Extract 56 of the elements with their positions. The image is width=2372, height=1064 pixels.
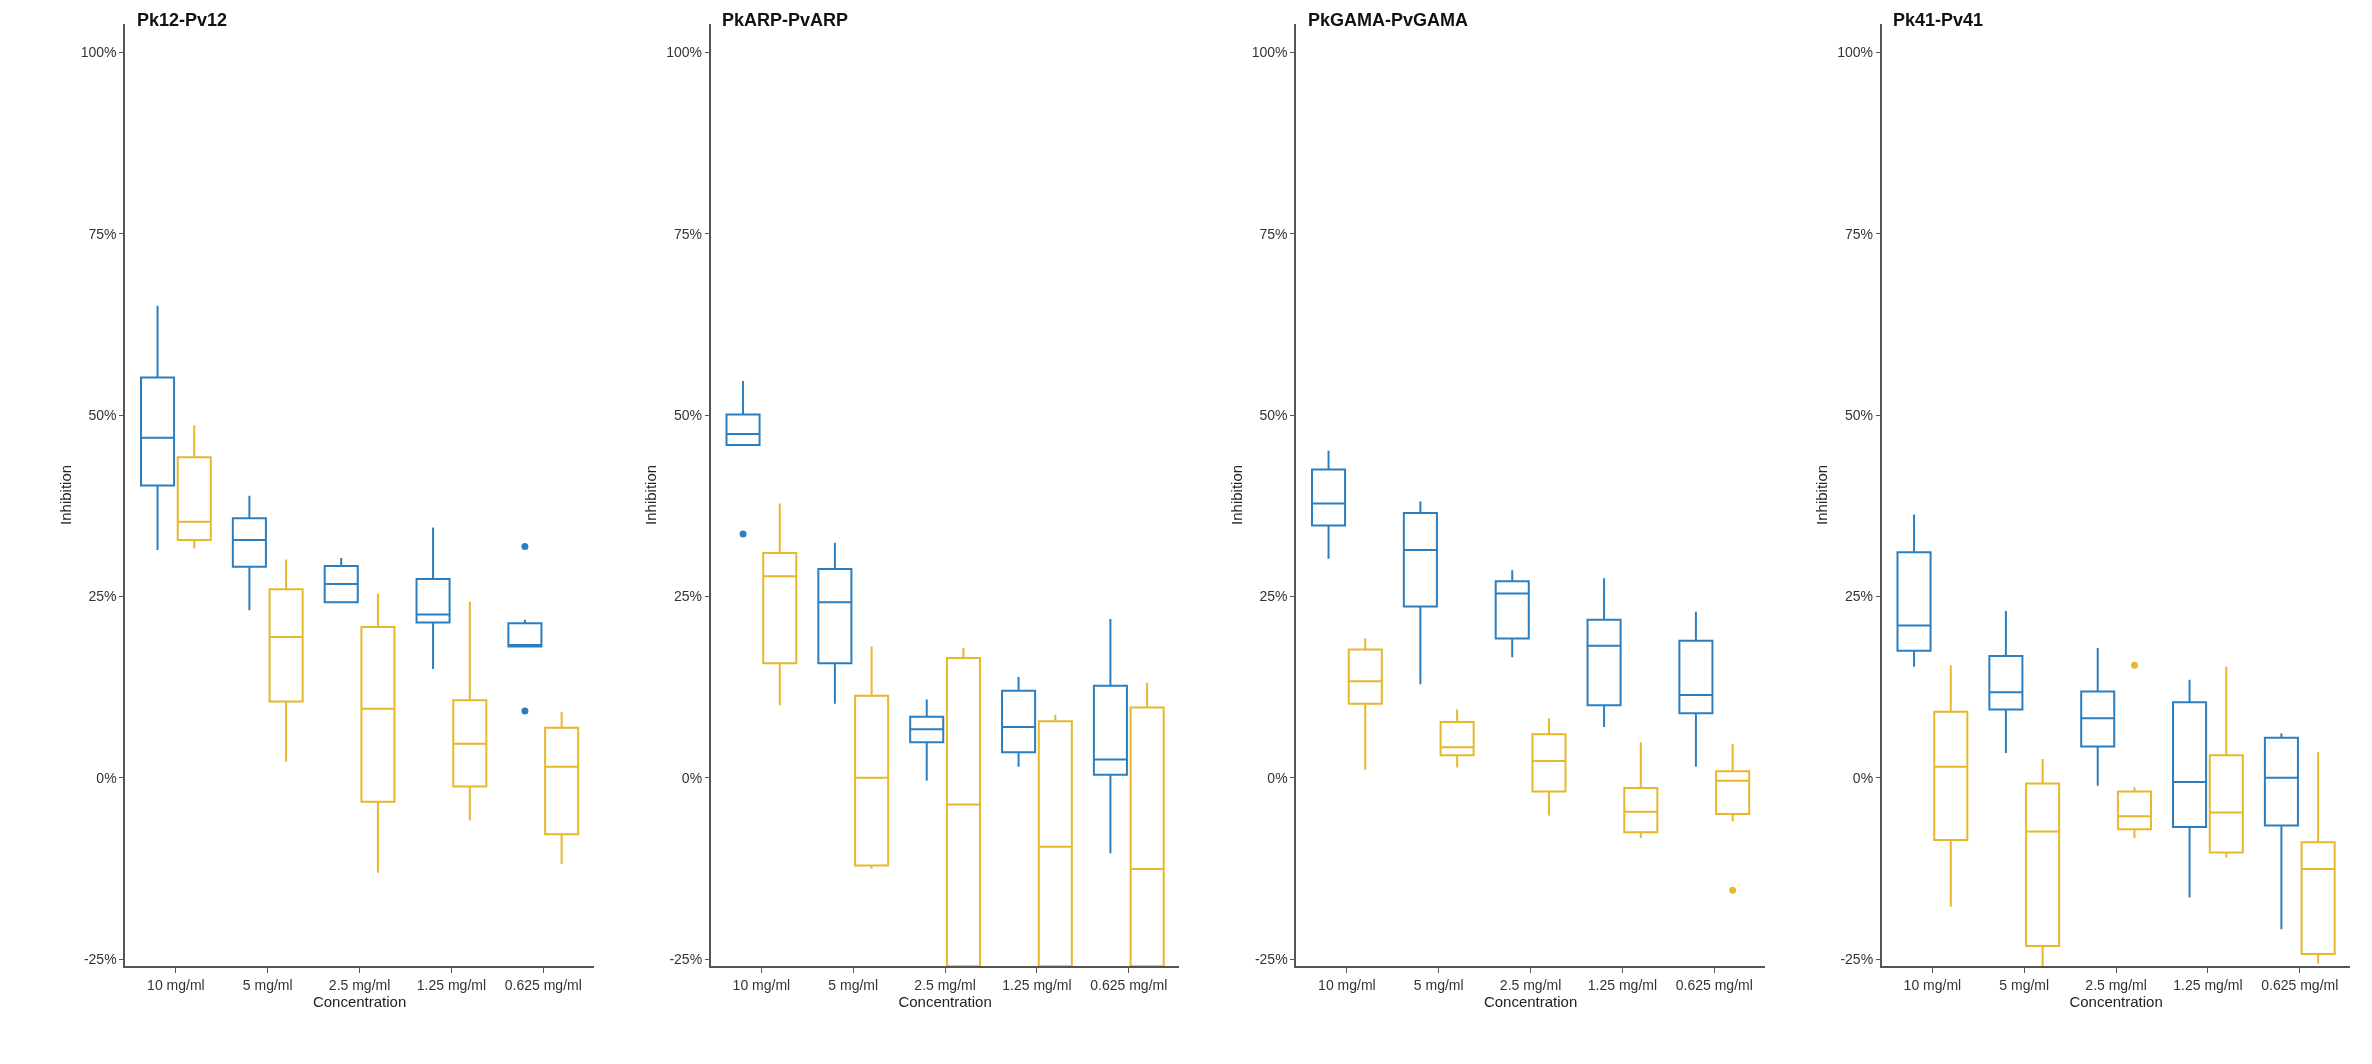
x-tick-label: 0.625 mg/ml: [504, 977, 582, 994]
y-tick-label: 50%: [88, 407, 117, 424]
y-tick-label: 25%: [88, 588, 117, 605]
y-tick-label: 50%: [1259, 407, 1288, 424]
x-tick-label: 5 mg/ml: [1999, 977, 2050, 994]
y-tick-label: 100%: [80, 44, 117, 61]
x-tick-label: 2.5 mg/ml: [1499, 977, 1562, 994]
y-tick-label: 0%: [96, 769, 117, 786]
y-tick-label: 0%: [1852, 769, 1874, 786]
x-axis-title: Concentration: [1483, 993, 1578, 1011]
x-tick-label: 1.25 mg/ml: [1002, 977, 1072, 994]
y-tick-label: 100%: [1837, 44, 1874, 61]
x-tick-label: 5 mg/ml: [1413, 977, 1464, 994]
y-tick-label: 75%: [674, 225, 703, 242]
y-tick-label: -25%: [669, 950, 703, 967]
x-tick-label: 10 mg/ml: [147, 977, 205, 994]
y-tick-label: 75%: [1259, 225, 1288, 242]
y-axis-title: Inhibition: [1227, 464, 1245, 525]
y-tick-label: 0%: [681, 769, 703, 786]
x-tick-label: 2.5 mg/ml: [2085, 977, 2147, 994]
x-tick-label: 0.625 mg/ml: [2261, 977, 2339, 994]
y-tick-label: 25%: [674, 588, 703, 605]
y-tick-label: 25%: [1259, 588, 1288, 605]
x-axis-title: Concentration: [312, 993, 407, 1011]
x-tick-label: 10 mg/ml: [1903, 977, 1962, 994]
x-tick-label: 1.25 mg/ml: [1587, 977, 1658, 994]
x-tick-label: 10 mg/ml: [732, 977, 791, 994]
x-axis-title: Concentration: [898, 993, 992, 1011]
y-tick-label: 50%: [1845, 407, 1874, 424]
x-axis-title: Concentration: [2069, 993, 2163, 1011]
x-tick-label: 0.625 mg/ml: [1675, 977, 1753, 994]
y-tick-label: 25%: [1845, 588, 1874, 605]
y-axis-title: Inhibition: [642, 464, 660, 525]
chart-title: Pk12-Pv12: [137, 10, 228, 30]
y-tick-label: 75%: [88, 225, 117, 242]
chart-title: PkGAMA-PvGAMA: [1308, 10, 1469, 30]
y-tick-label: -25%: [1254, 950, 1288, 967]
x-tick-label: 2.5 mg/ml: [328, 977, 391, 994]
y-tick-label: 75%: [1845, 225, 1874, 242]
y-tick-label: 100%: [666, 44, 703, 61]
y-axis-title: Inhibition: [1813, 464, 1831, 525]
x-tick-label: 2.5 mg/ml: [914, 977, 976, 994]
y-tick-label: -25%: [83, 950, 117, 967]
y-axis-title: Inhibition: [56, 464, 74, 525]
y-tick-label: 50%: [674, 407, 703, 424]
x-tick-label: 10 mg/ml: [1318, 977, 1376, 994]
y-tick-label: 100%: [1251, 44, 1288, 61]
x-tick-label: 5 mg/ml: [242, 977, 293, 994]
x-tick-label: 0.625 mg/ml: [1090, 977, 1168, 994]
x-tick-label: 1.25 mg/ml: [2173, 977, 2243, 994]
chart-title: Pk41-Pv41: [1893, 10, 1984, 30]
x-tick-label: 5 mg/ml: [828, 977, 879, 994]
y-tick-label: 0%: [1267, 769, 1288, 786]
x-tick-label: 1.25 mg/ml: [416, 977, 487, 994]
y-tick-label: -25%: [1840, 950, 1874, 967]
chart-title: PkARP-PvARP: [722, 10, 849, 30]
